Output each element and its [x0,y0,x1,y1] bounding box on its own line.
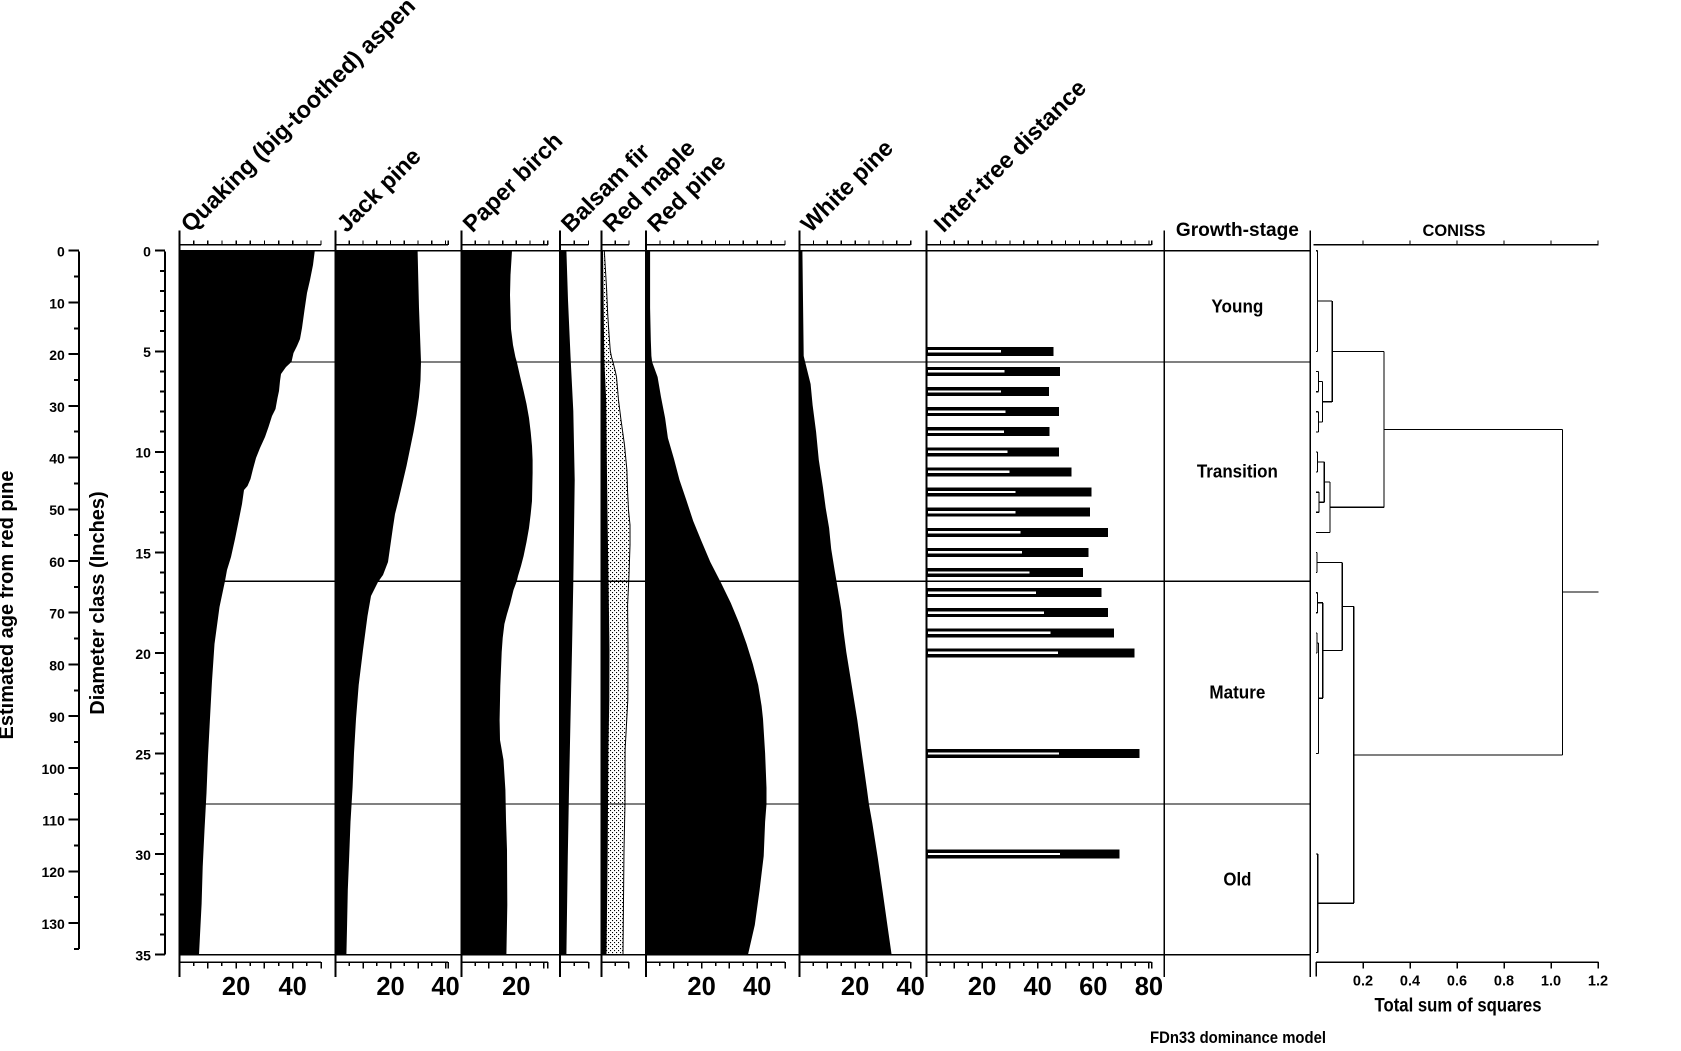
svg-text:40: 40 [431,973,459,1001]
svg-text:35: 35 [135,948,151,964]
svg-text:60: 60 [49,554,65,570]
svg-text:20: 20 [135,646,151,662]
svg-text:Diameter class (Inches): Diameter class (Inches) [87,491,109,714]
svg-text:20: 20 [49,347,65,363]
svg-text:80: 80 [49,657,65,673]
svg-text:FDn33 dominance model: FDn33 dominance model [1150,1028,1326,1047]
svg-text:30: 30 [135,847,151,863]
svg-text:60: 60 [1079,973,1107,1001]
svg-text:0.6: 0.6 [1447,974,1467,990]
svg-text:20: 20 [968,973,996,1001]
svg-text:15: 15 [135,545,151,561]
svg-text:CONISS: CONISS [1423,221,1486,240]
svg-text:Estimated age from red pine: Estimated age from red pine [0,471,18,740]
svg-text:Total sum of squares: Total sum of squares [1375,996,1542,1017]
svg-text:40: 40 [49,451,65,467]
svg-text:70: 70 [49,606,65,622]
svg-text:1.2: 1.2 [1588,974,1608,990]
svg-text:0.2: 0.2 [1353,974,1373,990]
svg-text:0: 0 [143,244,151,260]
svg-text:20: 20 [376,973,404,1001]
svg-text:20: 20 [841,973,869,1001]
svg-text:Young: Young [1211,297,1263,317]
svg-text:80: 80 [1135,973,1163,1001]
svg-text:10: 10 [135,445,151,461]
svg-text:120: 120 [41,864,65,880]
svg-text:20: 20 [687,973,715,1001]
svg-text:30: 30 [49,399,65,415]
svg-text:50: 50 [49,502,65,518]
svg-text:100: 100 [41,761,65,777]
svg-text:90: 90 [49,709,65,725]
svg-text:25: 25 [135,746,151,762]
svg-text:40: 40 [897,973,925,1001]
svg-text:40: 40 [1024,973,1052,1001]
svg-text:40: 40 [279,973,307,1001]
svg-text:5: 5 [143,344,151,360]
svg-text:130: 130 [41,916,65,932]
svg-text:1.0: 1.0 [1541,974,1561,990]
svg-text:110: 110 [42,813,65,829]
svg-text:20: 20 [222,973,250,1001]
svg-text:0.4: 0.4 [1400,974,1420,990]
svg-text:0.8: 0.8 [1494,974,1514,990]
svg-text:Transition: Transition [1197,462,1278,482]
svg-text:20: 20 [502,973,530,1001]
svg-text:Mature: Mature [1209,683,1265,703]
svg-text:0: 0 [57,244,65,260]
svg-text:10: 10 [49,295,65,311]
svg-text:Old: Old [1223,870,1251,890]
svg-text:40: 40 [743,973,771,1001]
svg-text:Growth-stage: Growth-stage [1176,220,1299,241]
